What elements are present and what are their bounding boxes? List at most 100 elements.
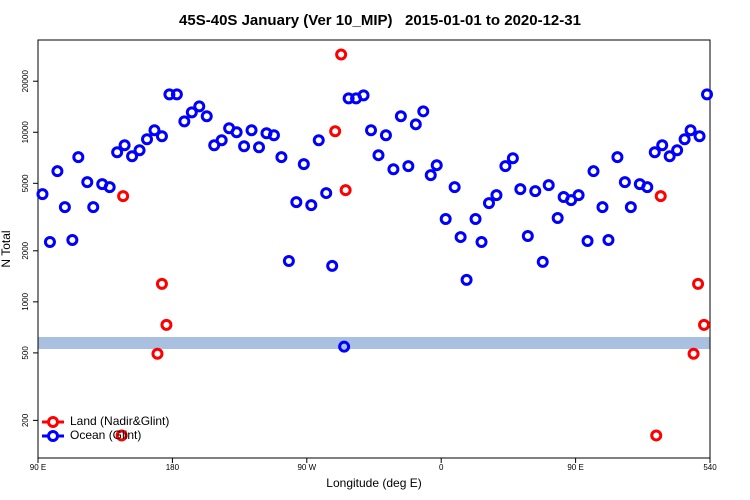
point — [506, 152, 519, 165]
point — [542, 179, 555, 192]
point — [253, 141, 266, 154]
point — [693, 130, 706, 143]
point — [611, 151, 624, 164]
point — [454, 231, 467, 244]
point — [151, 347, 164, 360]
legend-label: Ocean (Glint) — [70, 428, 141, 442]
point — [372, 149, 385, 162]
point — [596, 201, 609, 214]
point — [81, 176, 94, 189]
point — [170, 88, 183, 101]
point — [115, 429, 128, 442]
point — [72, 151, 85, 164]
point — [648, 146, 661, 159]
point — [656, 139, 669, 152]
point — [624, 201, 637, 214]
x-axis-label: Longitude (deg E) — [326, 476, 421, 490]
point — [521, 230, 534, 243]
point — [618, 176, 631, 189]
point — [43, 235, 56, 248]
point — [387, 163, 400, 176]
point — [394, 110, 407, 123]
point — [282, 254, 295, 267]
band — [38, 337, 710, 349]
x-tick-label: 540 — [703, 463, 717, 472]
point — [402, 160, 415, 173]
point — [305, 199, 318, 212]
point — [417, 105, 430, 118]
point — [339, 184, 352, 197]
point — [245, 124, 258, 137]
point — [409, 118, 422, 131]
point — [338, 340, 351, 353]
point — [133, 144, 146, 157]
point — [335, 48, 348, 61]
point — [529, 185, 542, 198]
plot-frame — [37, 39, 711, 459]
point — [320, 187, 333, 200]
point — [424, 169, 437, 182]
point — [87, 201, 100, 214]
point — [155, 130, 168, 143]
point — [654, 190, 667, 203]
point — [178, 115, 191, 128]
point — [297, 158, 310, 171]
point — [267, 129, 280, 142]
point — [117, 190, 130, 203]
y-tick-label: 2000 — [21, 241, 30, 259]
y-tick-label: 5000 — [21, 174, 30, 192]
x-tick-label: 0 — [439, 463, 444, 472]
point — [357, 89, 370, 102]
point — [499, 160, 512, 173]
point — [698, 318, 711, 331]
point — [111, 146, 124, 159]
point — [650, 429, 663, 442]
point — [692, 277, 705, 290]
chart-title: 45S-40S January (Ver 10_MIP) 2015-01-01 … — [179, 12, 581, 29]
point — [163, 88, 176, 101]
point — [148, 124, 161, 137]
point — [51, 165, 64, 178]
y-tick-label: 20000 — [21, 70, 30, 93]
point — [238, 140, 251, 153]
point — [663, 150, 676, 163]
point — [126, 150, 139, 163]
point — [460, 273, 473, 286]
point — [701, 88, 714, 101]
point — [482, 197, 495, 210]
point — [602, 234, 615, 247]
point — [678, 133, 691, 146]
point — [326, 259, 339, 272]
point — [469, 212, 482, 225]
y-axis-label: N Total — [0, 230, 13, 267]
point — [430, 159, 443, 172]
x-tick-label: 90 W — [297, 463, 316, 472]
point — [275, 151, 288, 164]
point — [342, 92, 355, 105]
point — [230, 126, 243, 139]
point — [581, 234, 594, 247]
point — [215, 134, 228, 147]
point — [290, 196, 303, 209]
point — [379, 129, 392, 142]
x-tick-label: 90 E — [567, 463, 583, 472]
point — [155, 277, 168, 290]
y-tick-label: 10000 — [21, 121, 30, 144]
legend-marker — [47, 430, 59, 442]
point — [185, 106, 198, 119]
point — [551, 212, 564, 225]
point — [448, 181, 461, 194]
point — [58, 201, 71, 214]
y-tick-label: 1000 — [21, 292, 30, 310]
y-tick-label: 500 — [21, 346, 30, 360]
point — [118, 139, 131, 152]
point — [671, 144, 684, 157]
point — [475, 235, 488, 248]
point — [329, 125, 342, 138]
point — [514, 183, 527, 196]
point — [312, 134, 325, 147]
point — [641, 181, 654, 194]
point — [687, 347, 700, 360]
point — [439, 212, 452, 225]
